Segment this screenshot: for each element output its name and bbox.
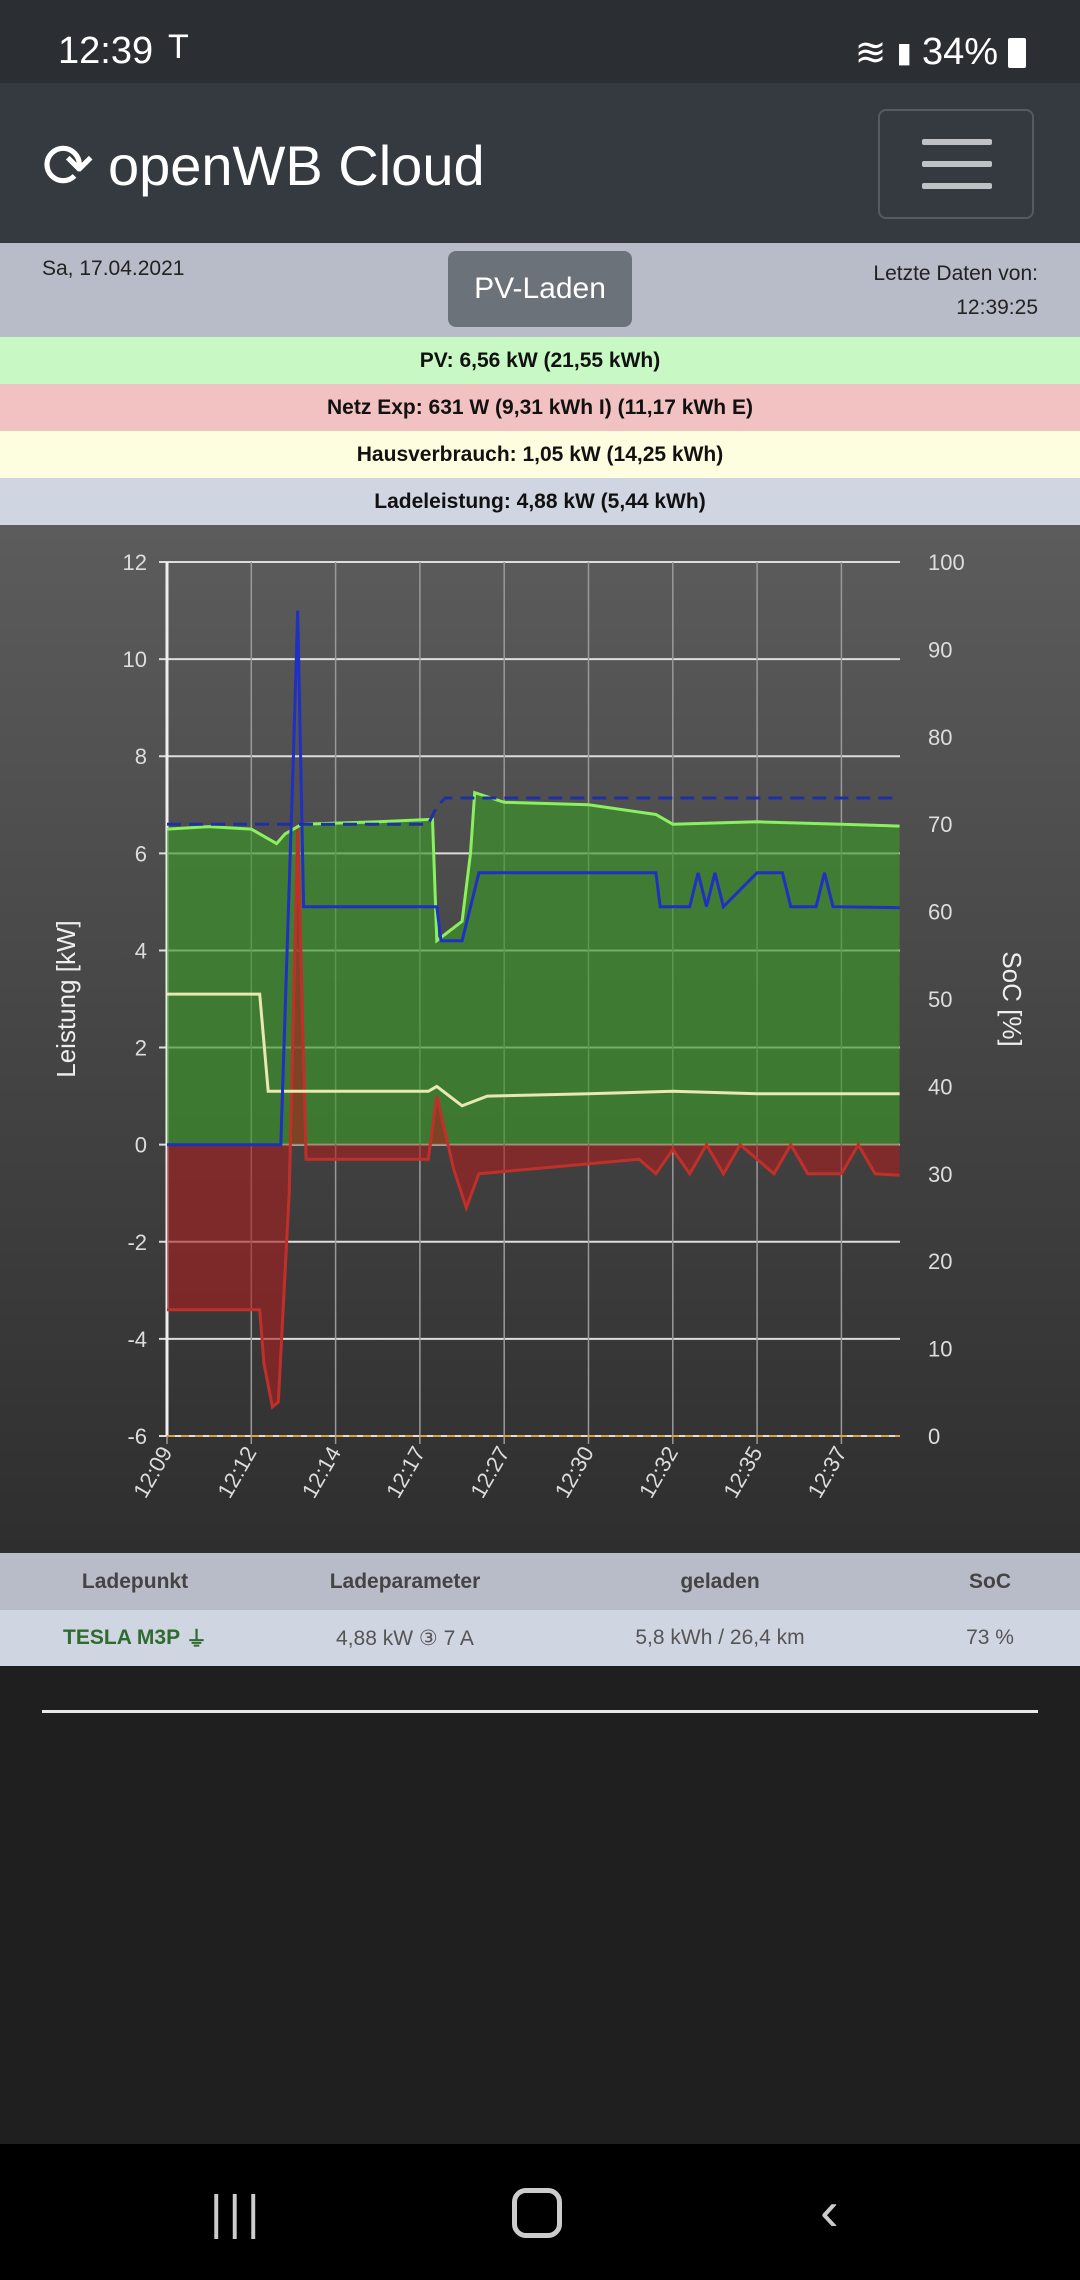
- y2-tick-label: 70: [928, 812, 952, 837]
- y-tick-label: 0: [135, 1133, 147, 1158]
- house-summary: Hausverbrauch: 1,05 kW (14,25 kWh): [0, 431, 1080, 478]
- x-tick-label: 12:12: [212, 1442, 261, 1502]
- charge-mode-button[interactable]: PV-Laden: [448, 251, 632, 327]
- y2-tick-label: 30: [928, 1162, 952, 1187]
- y-tick-label: -4: [127, 1327, 147, 1352]
- series-line-pv: [166, 790, 900, 944]
- home-button[interactable]: [512, 2188, 562, 2238]
- charged-amount: 5,8 kWh / 26,4 km: [635, 1626, 805, 1649]
- y2-tick-label: 80: [928, 725, 952, 750]
- last-data-label: Letzte Daten von:: [873, 262, 1038, 285]
- tesla-notification-icon: T: [168, 28, 189, 66]
- series-line-hausverbrauch: [167, 992, 900, 1108]
- pv-summary: PV: 6,56 kW (21,55 kWh): [0, 337, 1080, 384]
- table-row[interactable]: TESLA M3P ⏚ 4,88 kW ③ 7 A 5,8 kWh / 26,4…: [0, 1610, 1080, 1666]
- charge-params: 4,88 kW ③ 7 A: [336, 1626, 474, 1650]
- app-logo[interactable]: ⟳ openWB Cloud: [42, 129, 485, 202]
- x-tick-label: 12:27: [465, 1442, 514, 1502]
- header-soc: SoC: [969, 1569, 1011, 1593]
- signal-icon: ▮: [896, 37, 912, 68]
- y2-tick-label: 100: [928, 550, 965, 575]
- header-ladepunkt: Ladepunkt: [81, 1569, 189, 1593]
- y-tick-label: -6: [127, 1424, 147, 1449]
- series-line-netz: [167, 829, 900, 1410]
- y-axis-label: Leistung [kW]: [51, 920, 81, 1078]
- x-tick-label: 12:37: [803, 1442, 852, 1502]
- menu-button[interactable]: [878, 109, 1034, 219]
- refresh-icon: ⟳: [42, 132, 94, 201]
- chargepoint-label: TESLA M3P: [63, 1626, 181, 1649]
- grid-summary: Netz Exp: 631 W (9,31 kWh I) (11,17 kWh …: [0, 384, 1080, 431]
- y-tick-label: 12: [123, 550, 147, 575]
- last-data: Letzte Daten von: 12:39:25: [873, 257, 1038, 325]
- y2-axis-label: SoC [%]: [997, 951, 1027, 1046]
- x-tick-label: 12:32: [634, 1442, 683, 1502]
- y2-tick-label: 90: [928, 637, 952, 662]
- x-tick-label: 12:17: [381, 1442, 430, 1502]
- info-bar: Sa, 17.04.2021 PV-Laden Letzte Daten von…: [0, 243, 1080, 337]
- x-tick-label: 12:35: [718, 1442, 767, 1502]
- y2-tick-label: 60: [928, 900, 952, 925]
- y-tick-label: 10: [123, 647, 147, 672]
- table-header: Ladepunkt Ladeparameter geladen SoC: [0, 1553, 1080, 1610]
- navigation-bar: ||| ‹: [0, 2144, 1080, 2280]
- date: Sa, 17.04.2021: [42, 257, 185, 280]
- charge-summary: Ladeleistung: 4,88 kW (5,44 kWh): [0, 478, 1080, 525]
- app-header: ⟳ openWB Cloud: [0, 83, 1080, 243]
- battery-percent: 34%: [921, 31, 998, 73]
- clock: 12:39: [58, 30, 154, 72]
- chargepoint-name[interactable]: TESLA M3P ⏚: [40, 1610, 230, 1666]
- series-line-ladeleistung: [167, 610, 900, 1147]
- x-tick-label: 12:09: [128, 1442, 177, 1502]
- x-tick-label: 12:30: [550, 1442, 599, 1502]
- x-tick-label: 12:14: [297, 1442, 346, 1502]
- wifi-icon: ≋: [854, 32, 887, 74]
- y2-tick-label: 50: [928, 987, 952, 1012]
- y2-tick-label: 10: [928, 1337, 952, 1362]
- y2-tick-label: 40: [928, 1074, 952, 1099]
- recent-apps-button[interactable]: |||: [210, 2187, 266, 2240]
- header-geladen: geladen: [680, 1569, 760, 1593]
- divider: [42, 1710, 1038, 1713]
- back-button[interactable]: ‹: [820, 2179, 839, 2242]
- soc-value: 73 %: [966, 1626, 1014, 1649]
- y2-tick-label: 20: [928, 1249, 952, 1274]
- y2-tick-label: 0: [928, 1424, 940, 1449]
- battery-icon: [1008, 37, 1026, 68]
- last-data-time: 12:39:25: [956, 296, 1038, 319]
- status-bar: 12:39 T ≋ ▮ 34%: [0, 0, 1080, 83]
- y-tick-label: 6: [135, 841, 147, 866]
- series-line-soc: [167, 796, 900, 826]
- header-ladeparameter: Ladeparameter: [329, 1569, 481, 1593]
- plug-icon: ⏚: [185, 1628, 207, 1651]
- app-title: openWB Cloud: [107, 134, 485, 197]
- y-tick-label: -2: [127, 1230, 147, 1255]
- y-tick-label: 4: [135, 938, 147, 963]
- chart-svg: 121086420-2-4-6100908070605040302010012:…: [51, 550, 1027, 1502]
- y-tick-label: 2: [135, 1036, 147, 1061]
- power-chart: 12 10 8 6 4 2 0 -2 -4 -6 100 90 80 70 60 50 40 30 20 10 0 12:…: [0, 525, 1080, 1553]
- y-tick-label: 8: [135, 744, 147, 769]
